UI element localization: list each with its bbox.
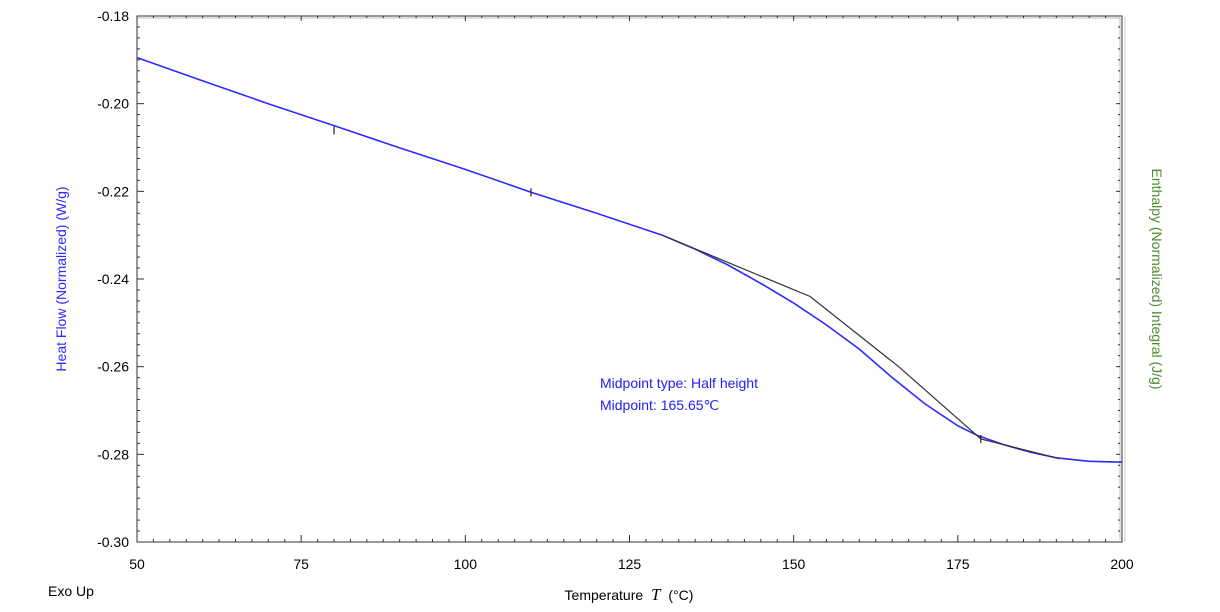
- exo-up-label: Exo Up: [48, 583, 94, 599]
- x-axis-title-unit: (°C): [668, 587, 693, 603]
- x-axis-title-prefix: Temperature: [565, 587, 644, 603]
- tangent-construction-line: [662, 234, 1060, 460]
- x-tick-labels: 50 75 100 125 150 175 200: [129, 556, 1134, 572]
- x-tick-label: 50: [129, 556, 145, 572]
- y-tick-label: -0.22: [97, 183, 129, 199]
- y-tick-label: -0.20: [97, 96, 129, 112]
- x-axis-title: Temperature T (°C): [565, 585, 694, 604]
- x-tick-label: 150: [782, 556, 806, 572]
- y2-axis-title: Enthalpy (Normalized) Integral (J/g): [1149, 169, 1165, 390]
- x-axis-title-symbol: T: [651, 585, 662, 604]
- x-tick-label: 200: [1110, 556, 1134, 572]
- y-axis-title: Heat Flow (Normalized) (W/g): [53, 186, 69, 371]
- y-tick-label: -0.24: [97, 271, 129, 287]
- annotation-midpoint-type: Midpoint type: Half height: [600, 375, 758, 391]
- y-tick-label: -0.28: [97, 446, 129, 462]
- y-tick-label: -0.30: [97, 534, 129, 550]
- y-tick-label: -0.18: [97, 8, 129, 24]
- axis-ticks: [136, 15, 1123, 543]
- y-tick-labels: -0.30 -0.28 -0.26 -0.24 -0.22 -0.20 -0.18: [97, 8, 129, 550]
- y-tick-label: -0.26: [97, 359, 129, 375]
- plot-area: [136, 15, 1123, 543]
- curve-markers: [333, 126, 982, 443]
- x-tick-label: 125: [618, 556, 642, 572]
- x-tick-label: 175: [946, 556, 970, 572]
- annotation-midpoint-value: Midpoint: 165.65℃: [600, 397, 719, 413]
- x-tick-label: 75: [293, 556, 309, 572]
- x-tick-label: 100: [454, 556, 478, 572]
